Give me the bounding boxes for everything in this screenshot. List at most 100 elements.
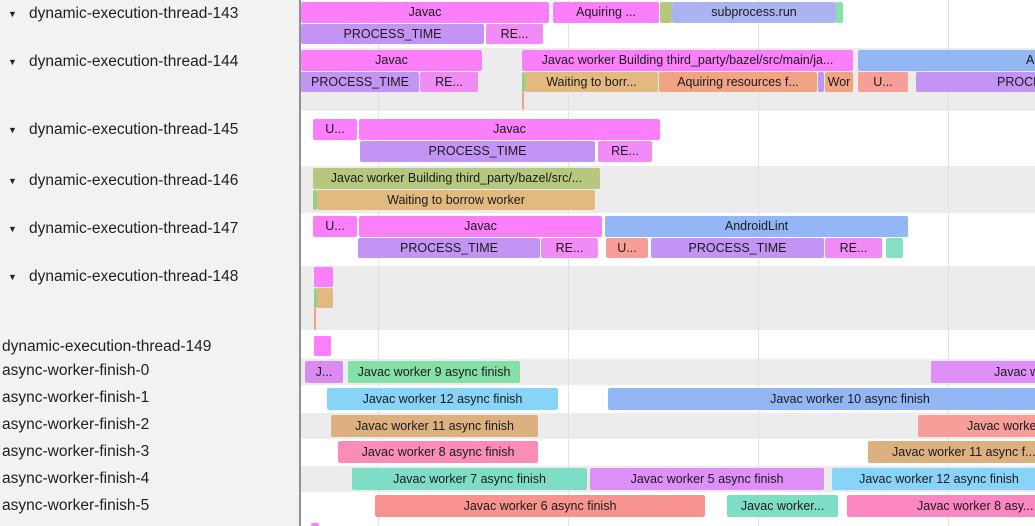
bar-javac-worke[interactable]: Javac worke... [918, 415, 1035, 437]
sidebar-row-async-worker-finish-2: async-worker-finish-2 [0, 415, 301, 435]
collapse-icon[interactable]: ▼ [8, 125, 17, 135]
bar-sliver[interactable] [313, 190, 317, 210]
bar-sliver[interactable] [836, 2, 843, 23]
bar-sliver[interactable] [314, 308, 316, 330]
collapse-icon[interactable]: ▼ [8, 57, 17, 67]
bar-sliver[interactable] [660, 2, 672, 23]
bar-sliver[interactable] [818, 72, 824, 92]
sidebar-row-dynamic-execution-thread-145[interactable]: ▼ dynamic-execution-thread-145 [0, 120, 299, 140]
sidebar-row-dynamic-execution-thread-144[interactable]: ▼ dynamic-execution-thread-144 [0, 52, 299, 72]
bar-process-time[interactable]: PROCESS_TIME [301, 24, 484, 44]
bar-javac-worker-10-async-finish[interactable]: Javac worker 10 async finish [608, 388, 1035, 410]
bar-process-time[interactable]: PROCESS_TIME [360, 141, 595, 162]
bar-sliver[interactable] [314, 267, 333, 287]
bar-label: Javac worke... [967, 419, 1035, 433]
bar-sliver[interactable] [886, 238, 903, 258]
bar-re[interactable]: RE... [486, 24, 543, 44]
bar-sliver[interactable] [317, 288, 333, 308]
bar-javac-worker-9-async-finish[interactable]: Javac worker 9 async finish [348, 361, 520, 383]
bar-process-time[interactable]: PROCESS_TIME [916, 72, 1035, 92]
bar-sliver[interactable] [314, 288, 317, 308]
bar-waiting-to-borr[interactable]: Waiting to borr... [525, 72, 658, 92]
bar-javac-worker-6-async-finish[interactable]: Javac worker 6 async finish [375, 495, 705, 517]
bar-process-time[interactable]: PROCESS_TIME [358, 238, 540, 258]
bar-j[interactable]: J... [305, 361, 343, 383]
bar-label: A... [1026, 53, 1035, 67]
bar-process-time[interactable]: PROCESS_TIME [651, 238, 824, 258]
track-name: dynamic-execution-thread-146 [29, 172, 239, 189]
track-name: dynamic-execution-thread-143 [29, 5, 239, 22]
collapse-icon[interactable]: ▼ [8, 176, 17, 186]
row-alt-background [301, 266, 1035, 330]
bar-javac-worker-building-third-party-bazel-[interactable]: Javac worker Building third_party/bazel/… [522, 50, 853, 71]
bar-re[interactable]: RE... [541, 238, 598, 258]
bar-javac-worker-8-asy[interactable]: Javac worker 8 asy... [847, 495, 1035, 517]
bar-waiting-to-borrow-worker[interactable]: Waiting to borrow worker [317, 190, 595, 210]
time-gridline [948, 0, 949, 526]
bar-aquiring[interactable]: Aquiring ... [553, 2, 659, 23]
bar-sliver[interactable] [522, 72, 525, 92]
bar-javac-worker-7-async-finish[interactable]: Javac worker 7 async finish [352, 468, 587, 490]
sidebar-row-async-worker-finish-1: async-worker-finish-1 [0, 388, 301, 408]
bar-re[interactable]: RE... [420, 72, 478, 92]
bar-javac[interactable]: Javac [359, 216, 602, 237]
track-name: dynamic-execution-thread-149 [2, 338, 212, 355]
bar-re[interactable]: RE... [825, 238, 882, 258]
track-name: dynamic-execution-thread-144 [29, 53, 239, 70]
bar-aquiring-resources-f[interactable]: Aquiring resources f... [659, 72, 817, 92]
track-name: async-worker-finish-3 [2, 443, 150, 460]
sidebar-row-async-worker-finish-0: async-worker-finish-0 [0, 361, 301, 381]
bar-a[interactable]: A... [858, 50, 1035, 71]
track-name: dynamic-execution-thread-145 [29, 121, 239, 138]
sidebar-row-dynamic-execution-thread-149: dynamic-execution-thread-149 [0, 337, 301, 357]
bar-androidlint[interactable]: AndroidLint [605, 216, 908, 237]
bar-javac-worker-building-third-party-bazel-[interactable]: Javac worker Building third_party/bazel/… [313, 168, 600, 189]
track-name: dynamic-execution-thread-148 [29, 268, 239, 285]
bar-javac-w[interactable]: Javac w... [931, 361, 1035, 383]
bar-javac-worker-11-async-f[interactable]: Javac worker 11 async f... [868, 441, 1035, 463]
bar-javac-worker-12-async-finish[interactable]: Javac worker 12 async finish [327, 388, 558, 410]
bar-process-time[interactable]: PROCESS_TIME [301, 72, 419, 92]
time-gridline [378, 0, 379, 526]
bar-re[interactable]: RE... [598, 141, 652, 162]
bar-u[interactable]: U... [858, 72, 908, 92]
track-name: dynamic-execution-thread-147 [29, 220, 239, 237]
bar-javac[interactable]: Javac [301, 50, 482, 71]
sidebar-row-dynamic-execution-thread-148[interactable]: ▼ dynamic-execution-thread-148 [0, 267, 299, 287]
bar-u[interactable]: U... [313, 216, 357, 237]
sidebar-row-async-worker-finish-5: async-worker-finish-5 [0, 496, 301, 516]
bar-javac-worker-11-async-finish[interactable]: Javac worker 11 async finish [331, 415, 538, 437]
track-name: async-worker-finish-4 [2, 470, 150, 487]
sidebar-row-dynamic-execution-thread-143[interactable]: ▼ dynamic-execution-thread-143 [0, 4, 299, 24]
bar-u[interactable]: U... [606, 238, 648, 258]
track-name: async-worker-finish-1 [2, 389, 150, 406]
bar-label: Javac worker 8 asy... [917, 499, 1034, 513]
bar-sliver[interactable] [311, 523, 319, 526]
bar-label: PROCESS_TIME [997, 75, 1035, 89]
bar-wor[interactable]: Wor [825, 72, 853, 92]
collapse-icon[interactable]: ▼ [8, 272, 17, 282]
bar-javac-worker[interactable]: Javac worker... [727, 495, 838, 517]
bar-javac[interactable]: Javac [301, 2, 549, 23]
bar-javac-worker-5-async-finish[interactable]: Javac worker 5 async finish [590, 468, 824, 490]
time-gridline [568, 0, 569, 526]
sidebar-row-async-worker-finish-4: async-worker-finish-4 [0, 469, 301, 489]
sidebar-row-dynamic-execution-thread-146[interactable]: ▼ dynamic-execution-thread-146 [0, 171, 299, 191]
bar-u[interactable]: U... [313, 119, 357, 140]
bar-javac[interactable]: Javac [359, 119, 660, 140]
track-name: async-worker-finish-5 [2, 497, 150, 514]
sidebar: ▼ dynamic-execution-thread-143 ▼ dynamic-ex… [0, 0, 301, 526]
collapse-icon[interactable]: ▼ [8, 9, 17, 19]
sidebar-row-dynamic-execution-thread-147[interactable]: ▼ dynamic-execution-thread-147 [0, 219, 299, 239]
bar-subprocess-run[interactable]: subprocess.run [672, 2, 836, 23]
track-name: async-worker-finish-2 [2, 416, 150, 433]
track-name: async-worker-finish-0 [2, 362, 150, 379]
collapse-icon[interactable]: ▼ [8, 224, 17, 234]
bar-sliver[interactable] [522, 92, 524, 110]
bar-javac-worker-8-async-finish[interactable]: Javac worker 8 async finish [338, 441, 538, 463]
bar-javac-worker-12-async-finish[interactable]: Javac worker 12 async finish [832, 468, 1035, 490]
bar-sliver[interactable] [314, 336, 331, 356]
bar-label: Javac worker 11 async f... [892, 445, 1035, 459]
timeline[interactable]: Javac Aquiring ... subprocess.run PROCESS_T… [301, 0, 1035, 526]
